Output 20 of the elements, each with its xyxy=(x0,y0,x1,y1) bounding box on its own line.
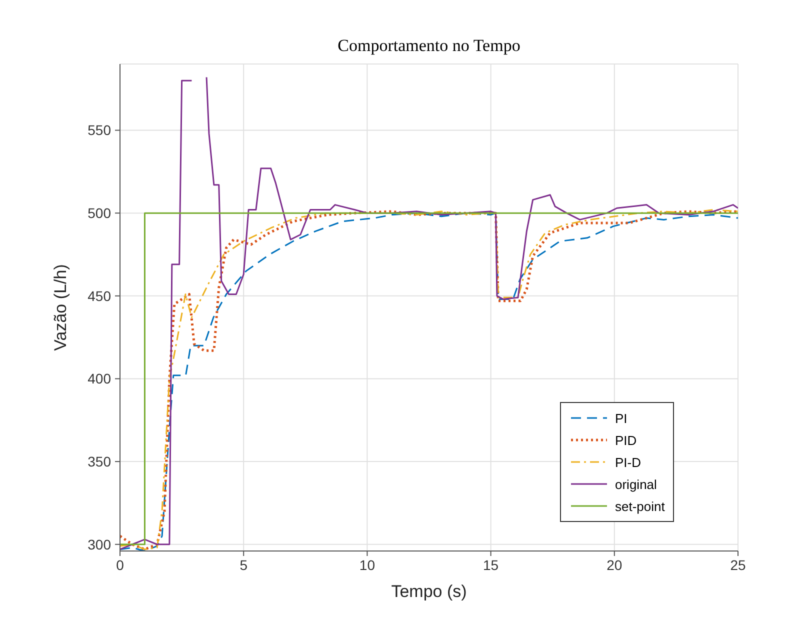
legend-label: PID xyxy=(615,432,637,448)
y-tick-label: 550 xyxy=(88,122,112,138)
y-tick-label: 400 xyxy=(88,370,112,387)
legend-label: set-point xyxy=(615,498,665,514)
x-tick-label: 5 xyxy=(240,556,248,573)
y-tick-label: 450 xyxy=(88,288,112,304)
x-tick-label: 20 xyxy=(606,556,622,573)
x-tick-label: 15 xyxy=(483,556,499,573)
legend-label: PI xyxy=(615,410,628,426)
legend-label: original xyxy=(615,476,657,492)
x-axis-title: Tempo (s) xyxy=(391,582,467,601)
x-tick-label: 0 xyxy=(116,556,124,573)
chart-title: Comportamento no Tempo xyxy=(336,36,522,56)
y-tick-label: 500 xyxy=(88,205,112,222)
y-tick-label: 300 xyxy=(88,536,112,552)
x-tick-label: 10 xyxy=(359,556,376,573)
y-axis-title: Vazão (L/h) xyxy=(51,264,70,351)
legend-label: PI-D xyxy=(615,454,641,470)
y-tick-label: 350 xyxy=(88,454,112,470)
x-tick-label: 25 xyxy=(730,556,746,573)
